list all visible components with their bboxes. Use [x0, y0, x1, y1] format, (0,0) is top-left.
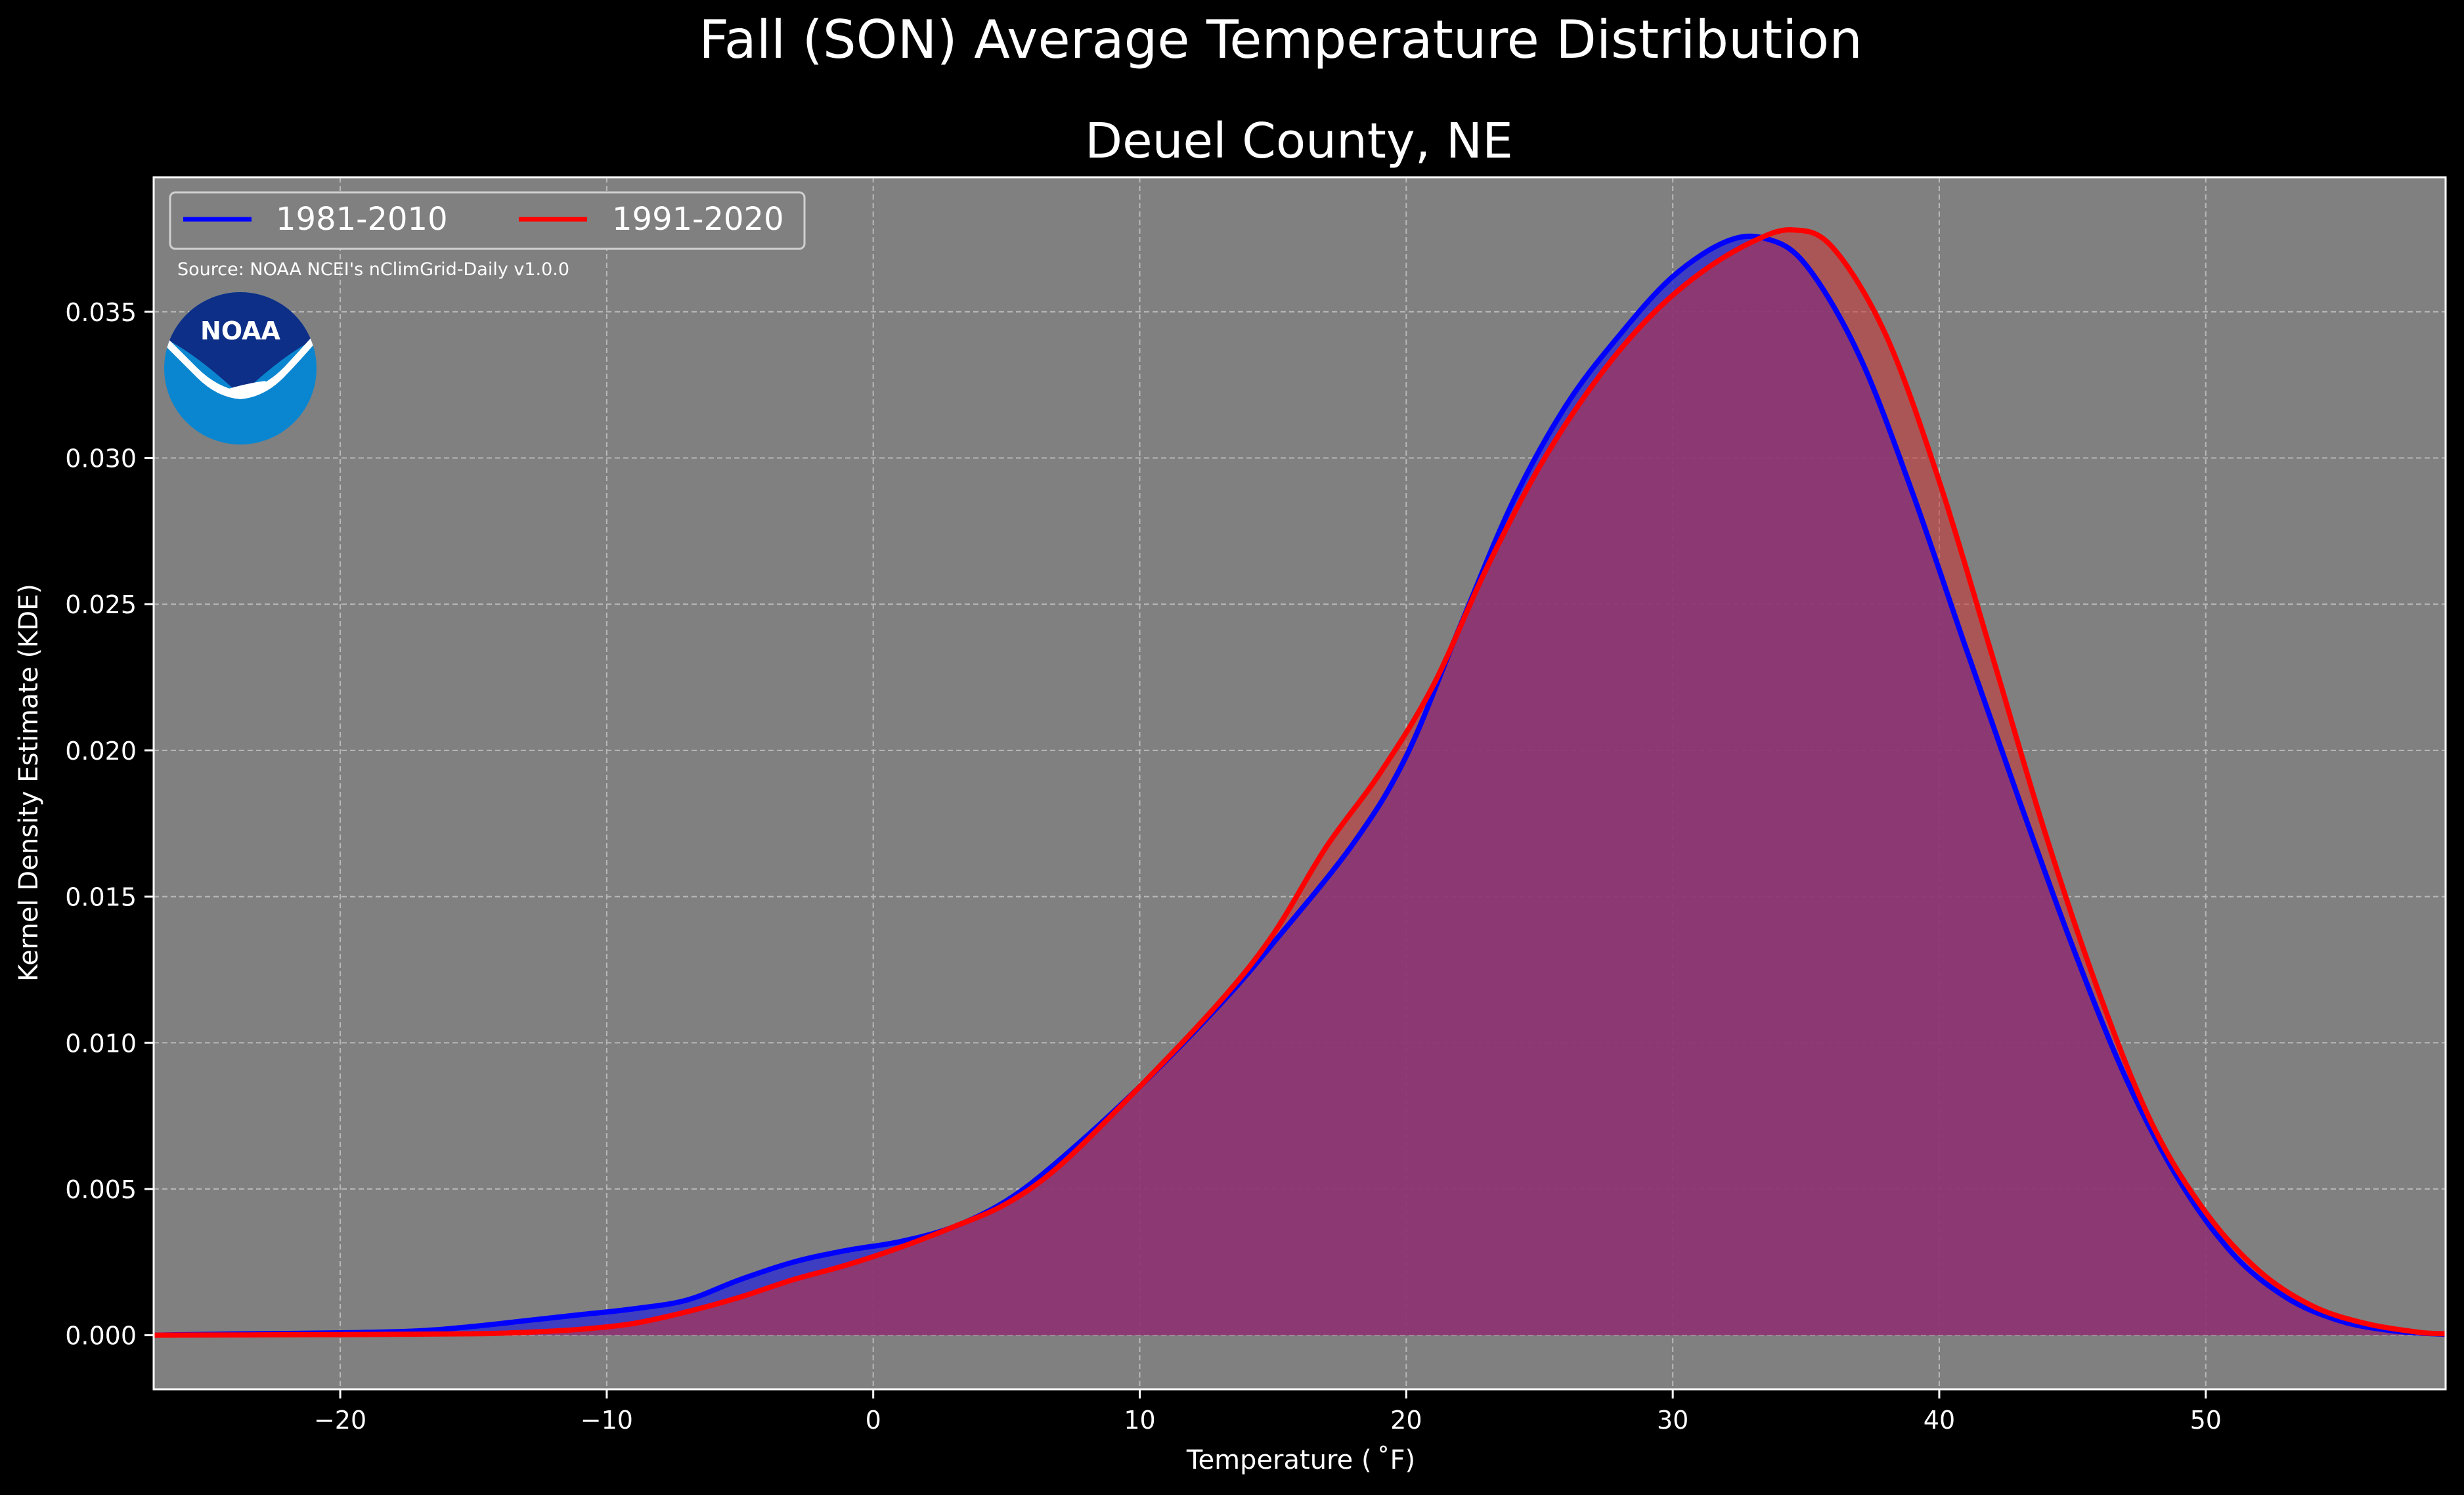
- y-tick-label: 0.010: [65, 1029, 137, 1058]
- y-tick-label: 0.020: [65, 737, 137, 766]
- kde-area-1991-2020: [154, 230, 2446, 1335]
- y-tick-label: 0.015: [65, 883, 137, 912]
- x-tick-label: −20: [314, 1406, 366, 1435]
- plot-frame: [152, 176, 2447, 1391]
- figure-suptitle: Fall (SON) Average Temperature Distribut…: [699, 9, 1862, 70]
- y-tick-label: 0.000: [65, 1322, 137, 1351]
- source-note: Source: NOAA NCEI's nClimGrid-Daily v1.0…: [177, 259, 569, 280]
- x-tick-label: 20: [1390, 1406, 1422, 1435]
- y-axis-ticks: 0.000 0.005 0.010 0.015 0.020 0.025 0.030 0.035: [65, 298, 154, 1351]
- chart-title: Deuel County, NE: [1085, 113, 1513, 169]
- x-tick-label: 40: [1924, 1406, 1955, 1435]
- legend-label-1991-2020: 1991-2020: [612, 201, 784, 238]
- x-axis-ticks: −20 −10 0 10 20 30 40 50: [314, 1389, 2222, 1435]
- x-tick-label: 0: [866, 1406, 881, 1435]
- y-tick-label: 0.035: [65, 298, 137, 327]
- kde-line-1991-2020: [153, 227, 2446, 1338]
- x-tick-label: 50: [2190, 1406, 2222, 1435]
- kde-fills: [154, 230, 2446, 1335]
- kde-lines: [153, 227, 2446, 1338]
- y-axis-label: Kernel Density Estimate (KDE): [14, 584, 44, 982]
- legend: 1981-2010 1991-2020: [169, 191, 806, 250]
- y-tick-label: 0.030: [65, 444, 137, 473]
- x-tick-label: 10: [1124, 1406, 1155, 1435]
- legend-box: [169, 191, 806, 250]
- y-tick-label: 0.025: [65, 590, 137, 619]
- x-tick-label: −10: [581, 1406, 633, 1435]
- y-tick-label: 0.005: [65, 1175, 137, 1204]
- noaa-logo: NOAA: [164, 292, 317, 444]
- x-tick-label: 30: [1657, 1406, 1688, 1435]
- legend-label-1981-2010: 1981-2010: [276, 201, 448, 238]
- noaa-logo-text: NOAA: [200, 316, 280, 345]
- x-axis-label: Temperature ( ˚F): [1186, 1445, 1415, 1475]
